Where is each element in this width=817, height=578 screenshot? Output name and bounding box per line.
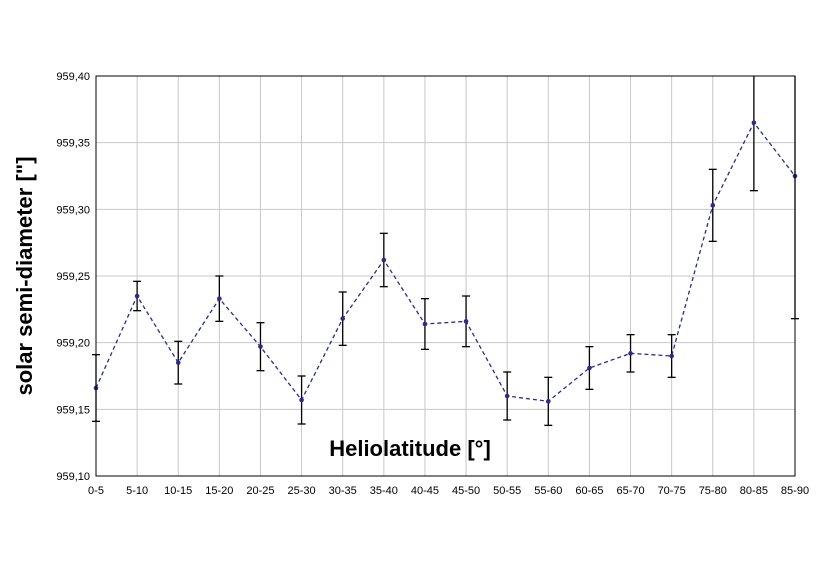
y-tick-label: 959,35 [56, 138, 90, 150]
y-tick-labels: 959,10 959,15 959,20 959,25 959,30 959,35 959,… [56, 71, 90, 483]
data-point [587, 365, 592, 371]
y-tick-label: 959,30 [56, 204, 90, 216]
data-point [381, 257, 387, 263]
x-tick-label: 30-35 [329, 485, 357, 497]
x-tick-label: 0-5 [88, 485, 104, 497]
y-tick-label: 959,15 [56, 404, 90, 416]
x-tick-label: 10-15 [164, 485, 192, 497]
data-point [175, 360, 181, 365]
data-point [258, 344, 263, 349]
x-tick-labels: 0-5 5-10 10-15 15-20 20-25 25-30 30-35 35-40 40-… [88, 485, 809, 497]
x-tick-label: 50-55 [493, 485, 521, 497]
x-axis-title: Heliolatitude [°] [329, 436, 491, 461]
x-tick-label: 65-70 [616, 485, 644, 497]
error-bars [92, 76, 799, 426]
y-tick-label: 959,10 [56, 471, 90, 483]
y-tick-label: 959,20 [56, 338, 90, 350]
y-tick-label: 959,40 [56, 71, 90, 83]
data-point [710, 203, 716, 208]
data-point [669, 353, 674, 359]
x-tick-label: 5-10 [126, 485, 148, 497]
x-tick-label: 40-45 [411, 485, 439, 497]
grid-lines [95, 75, 796, 477]
x-tick-label: 75-80 [699, 485, 727, 497]
data-point [545, 399, 551, 404]
x-tick-label: 70-75 [658, 485, 686, 497]
x-tick-label: 55-60 [534, 485, 562, 497]
y-axis-title: solar semi-diameter ["] [12, 156, 37, 395]
data-point [299, 397, 304, 403]
data-point [504, 393, 510, 399]
series-line [95, 121, 796, 403]
x-tick-label: 45-50 [452, 485, 480, 497]
x-tick-label: 25-30 [288, 485, 316, 497]
x-tick-label: 15-20 [205, 485, 233, 497]
x-tick-label: 85-90 [781, 485, 809, 497]
data-points [93, 120, 798, 404]
data-point [628, 351, 633, 356]
x-tick-label: 60-65 [575, 485, 603, 497]
x-tick-label: 20-25 [246, 485, 274, 497]
data-point [217, 296, 222, 301]
data-point [463, 319, 469, 324]
x-tick-label: 35-40 [370, 485, 398, 497]
plot-frame [95, 75, 796, 477]
data-point [134, 293, 140, 299]
x-tick-label: 80-85 [740, 485, 768, 497]
data-point [751, 120, 757, 125]
data-point [340, 316, 346, 321]
data-point [422, 321, 428, 327]
y-tick-label: 959,25 [56, 271, 90, 283]
